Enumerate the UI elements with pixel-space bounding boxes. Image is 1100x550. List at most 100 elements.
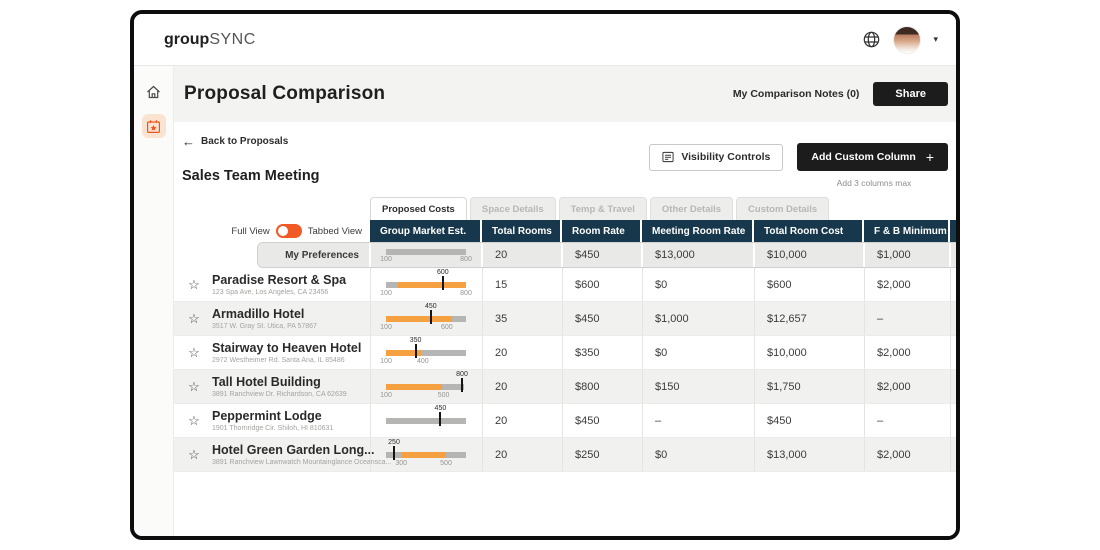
bar-track — [386, 383, 466, 390]
tab-space-details[interactable]: Space Details — [469, 197, 556, 220]
user-avatar[interactable] — [893, 25, 922, 54]
sidebar-item-events[interactable] — [141, 114, 166, 138]
column-header-meeting-room-rate: Meeting Room Rate — [642, 220, 752, 242]
hotel-info: Paradise Resort & Spa 123 Spa Ave, Los An… — [206, 273, 346, 296]
hotel-cell: ☆ Paradise Resort & Spa 123 Spa Ave, Los A… — [174, 268, 368, 301]
table-cell: $0 — [642, 336, 752, 369]
table-cell: $10,000 — [754, 336, 862, 369]
tab-proposed-costs[interactable]: Proposed Costs — [370, 197, 467, 220]
app-body: Proposal Comparison My Comparison Notes … — [134, 66, 956, 536]
add-custom-column-button[interactable]: Add Custom Column + — [797, 143, 948, 171]
favorite-star-icon[interactable]: ☆ — [188, 412, 200, 428]
bar-tick-label: 300 — [395, 459, 408, 467]
tab-strip: Proposed Costs Space Details Temp & Travel… — [370, 197, 830, 220]
add-custom-column-label: Add Custom Column — [811, 151, 916, 163]
bar-track — [386, 249, 466, 255]
meeting-title: Sales Team Meeting — [182, 168, 320, 184]
hotel-info: Armadillo Hotel 3517 W. Gray St. Utica, P… — [206, 307, 317, 330]
globe-icon[interactable] — [862, 30, 881, 49]
table-cell: $12,657 — [754, 302, 862, 335]
view-toggle: Full View Tabbed View — [174, 220, 366, 242]
bar-track — [386, 451, 466, 458]
favorite-star-icon[interactable]: ☆ — [188, 378, 200, 394]
hotel-row[interactable]: ☆ Armadillo Hotel 3517 W. Gray St. Utica, … — [174, 302, 956, 336]
bar-segment-gray — [452, 315, 466, 322]
bar-marker — [414, 343, 417, 358]
bar-segment-gray — [386, 249, 466, 255]
hotel-name: Peppermint Lodge — [212, 409, 322, 423]
table-cell: 20 — [482, 370, 560, 403]
page-header-actions: My Comparison Notes (0) Share — [733, 82, 948, 106]
hotel-row[interactable]: ☆ Tall Hotel Building 3891 Ranchview Dr. R… — [174, 370, 956, 404]
partial-cell — [950, 438, 956, 471]
column-header-total-rooms: Total Rooms — [482, 220, 560, 242]
view-toggle-switch[interactable] — [275, 224, 302, 238]
table-cell: $450 — [562, 302, 640, 335]
hotel-info: Tall Hotel Building 3891 Ranchview Dr. Ri… — [206, 375, 347, 398]
bar-marker-value: 450 — [434, 404, 447, 412]
preferences-cell: $10,000 — [755, 243, 863, 267]
share-button[interactable]: Share — [873, 82, 948, 106]
table-cell: 15 — [482, 268, 560, 301]
comparison-notes-link[interactable]: My Comparison Notes (0) — [732, 88, 860, 100]
hotel-row[interactable]: ☆ Peppermint Lodge 1901 Thornridge Cir. Sh… — [174, 404, 956, 438]
visibility-controls-button[interactable]: Visibility Controls — [649, 143, 784, 171]
sidebar-item-home[interactable] — [142, 80, 166, 104]
bar-tick-label: 100 — [380, 256, 392, 263]
table-cell: $250 — [562, 438, 640, 471]
table-cell: – — [864, 302, 948, 335]
back-to-proposals-link[interactable]: ← Back to Proposals — [182, 135, 288, 148]
column-header-total-room-cost: Total Room Cost — [754, 220, 862, 242]
hotel-name: Hotel Green Garden Long... — [212, 443, 375, 457]
bar-segment-gray — [442, 383, 464, 390]
visibility-controls-icon — [662, 151, 674, 163]
tab-other-details[interactable]: Other Details — [649, 197, 734, 220]
hotel-cell: ☆ Armadillo Hotel 3517 W. Gray St. Utica, … — [174, 302, 368, 335]
market-estimate-bar: 450 — [386, 404, 466, 435]
hotel-row[interactable]: ☆ Stairway to Heaven Hotel 2972 Westheimer… — [174, 336, 956, 370]
bar-segment-orange — [386, 349, 422, 356]
preferences-cell: $450 — [563, 243, 641, 267]
brand-logo: groupSYNC — [164, 31, 256, 49]
table-cell: $450 — [562, 404, 640, 437]
bar-segment-gray — [386, 417, 466, 424]
chevron-down-icon[interactable]: ▾ — [933, 34, 938, 44]
main-area: Proposal Comparison My Comparison Notes … — [174, 66, 956, 536]
partial-cell — [950, 370, 956, 403]
bar-marker-value: 250 — [388, 438, 400, 446]
hotel-row[interactable]: ☆ Hotel Green Garden Long... 3891 Ranchvie… — [174, 438, 956, 472]
back-link-label: Back to Proposals — [201, 136, 289, 147]
bar-marker-value: 350 — [409, 336, 422, 344]
market-estimate-cell: 350 100 400 — [370, 336, 480, 369]
bar-marker — [461, 377, 463, 392]
tab-custom-details[interactable]: Custom Details — [736, 197, 830, 220]
favorite-star-icon[interactable]: ☆ — [188, 344, 200, 360]
topbar-actions: ▾ — [862, 25, 938, 54]
preferences-market-estimate-cell: 100 800 — [371, 243, 481, 267]
table-cell: 20 — [482, 438, 560, 471]
favorite-star-icon[interactable]: ☆ — [188, 446, 200, 462]
table-cell: $600 — [754, 268, 862, 301]
hotel-name: Tall Hotel Building — [212, 375, 321, 389]
market-estimate-bar: 100 800 — [380, 243, 472, 267]
hotel-info: Hotel Green Garden Long... 3891 Ranchview… — [206, 443, 391, 466]
bar-marker — [439, 411, 442, 426]
favorite-star-icon[interactable]: ☆ — [188, 276, 200, 292]
favorite-star-icon[interactable]: ☆ — [188, 310, 200, 326]
market-estimate-bar: 250 300 500 — [386, 438, 466, 469]
market-estimate-bar: 800 100 500 — [380, 371, 468, 401]
tab-temp-travel[interactable]: Temp & Travel — [558, 197, 647, 220]
hotel-address: 123 Spa Ave, Los Angeles, CA 23456 — [212, 289, 329, 296]
top-bar: groupSYNC ▾ — [134, 14, 956, 66]
bar-segment-orange — [386, 315, 453, 322]
table-cell: 20 — [482, 336, 560, 369]
hotel-cell: ☆ Hotel Green Garden Long... 3891 Ranchvie… — [174, 438, 391, 471]
table-cell: 35 — [482, 302, 560, 335]
table-body: ☆ Paradise Resort & Spa 123 Spa Ave, Los A… — [174, 268, 956, 472]
bar-tick-label: 100 — [380, 289, 392, 297]
page-header: Proposal Comparison My Comparison Notes … — [174, 66, 956, 122]
market-estimate-bar: 600 100 800 — [380, 269, 472, 299]
table-cell: $1,000 — [642, 302, 752, 335]
hotel-row[interactable]: ☆ Paradise Resort & Spa 123 Spa Ave, Los A… — [174, 268, 956, 302]
market-estimate-cell: 450 100 600 — [370, 302, 480, 335]
